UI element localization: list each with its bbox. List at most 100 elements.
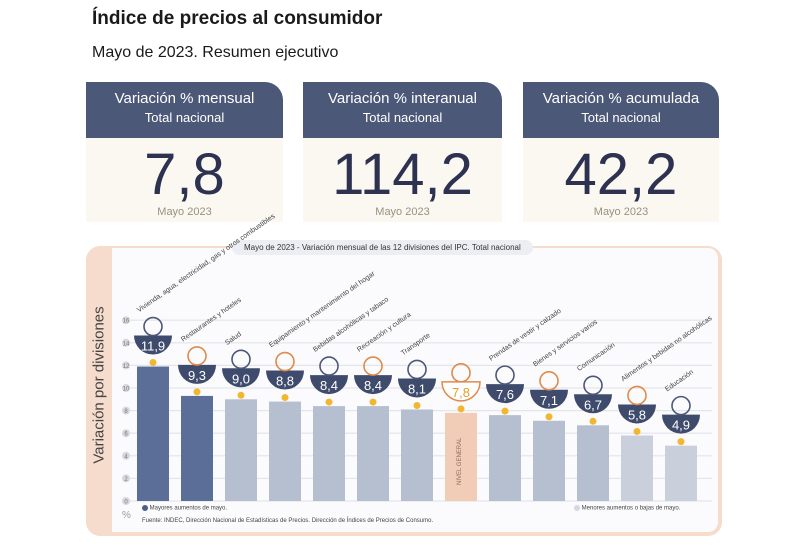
value-label: 9,3 [188,368,206,383]
value-label: 8,1 [408,381,426,396]
category-icon [187,346,207,366]
card-title: Variación % acumulada [542,90,700,107]
bar [445,412,477,501]
category-icon [627,385,647,406]
category-label: Transporte [400,332,432,357]
y-tick-label: 12 [123,364,130,370]
category-label: Vivienda, agua, electricidad, gas y otro… [136,213,277,314]
bowl-icon [530,389,568,409]
category-icon [583,375,603,396]
category-icon [495,365,515,385]
y-tick-marker [122,474,130,483]
category-icon [275,351,295,372]
bar-dot [281,394,289,402]
card-subtitle: Total nacional [581,110,661,125]
bowl-icon [266,370,304,390]
bar [621,435,653,501]
y-tick-label: 8 [124,409,128,415]
y-tick-marker [122,384,130,392]
card-value: 114,2 [332,142,473,207]
category-label: Alimentos y bebidas no alcohólicas [620,315,714,384]
card-date: Mayo 2023 [157,206,212,218]
category-label: Equipamiento y mantenimiento del hogar [268,270,377,349]
card-subtitle: Total nacional [362,110,443,125]
legend-swatch [574,505,580,511]
value-label: 7,1 [540,393,558,408]
bar [577,425,609,501]
legend-swatch [142,505,148,511]
bowl-icon [354,375,392,395]
value-label: 11,9 [141,339,165,354]
y-tick-marker [122,338,130,347]
bowl-icon [662,414,700,434]
legend-label: Mayores aumentos de mayo. [149,505,228,512]
bar [489,415,521,501]
y-tick-label: 14 [123,341,130,347]
bar [401,409,433,501]
bar-dot [237,391,245,399]
category-icon [143,316,163,337]
value-label: 4,9 [672,418,690,433]
card-value: 42,2 [564,142,678,207]
legend-high: Mayores aumentos de mayo. [142,505,227,512]
bar-dot [501,407,509,415]
bar-dot [369,398,377,406]
category-icon [231,349,251,370]
y-tick-label: 2 [124,477,128,483]
page-subtitle: Mayo de 2023. Resumen ejecutivo [92,44,339,61]
value-label: 8,8 [276,374,294,389]
value-label: 9,0 [232,371,250,386]
bar [665,445,697,501]
bar-dot [457,405,465,413]
card-accumulated: Variación % acumulada Total nacional 42,2… [523,82,719,222]
bar [313,406,345,501]
y-tick-label: 0 [124,500,128,506]
value-label: 6,7 [584,397,602,412]
category-icon [363,356,383,376]
bar [225,399,257,501]
value-label: 7,8 [452,385,470,400]
card-monthly: Variación % mensual Total nacional 7,8 May… [86,82,283,222]
y-tick-label: 16 [123,319,130,325]
category-label: Comunicación [576,342,616,373]
category-icon [319,356,339,376]
bar [137,366,169,501]
y-tick-label: 6 [124,432,128,438]
bar-dot [677,438,685,446]
card-title: Variación % mensual [114,90,255,107]
bar [181,395,213,501]
bar-dot [149,359,157,367]
bar [533,420,565,501]
legend-low: Menores aumentos o bajas de mayo. [574,505,680,512]
card-date: Mayo 2023 [375,206,430,218]
y-unit: % [122,510,131,521]
category-icon [671,395,691,416]
card-subtitle: Total nacional [144,110,225,125]
bowl-icon [618,404,656,424]
category-icon [539,370,559,391]
y-tick-label: 4 [124,454,128,460]
category-icon [451,363,471,383]
bar [357,406,389,501]
bar-dot [633,427,641,435]
category-label: Salud [224,331,243,347]
bowl-icon [574,394,612,414]
bar-dot [325,398,333,406]
y-tick-marker [122,451,130,460]
bowl-icon [398,378,436,398]
bar-dot [193,388,201,396]
category-label: Educación [664,369,695,394]
bar-dot [545,413,553,421]
category-icon [407,359,427,380]
bowl-icon [178,364,216,384]
y-tick-marker [122,361,130,370]
y-tick-marker [122,316,130,325]
bowl-icon [310,375,348,395]
card-date: Mayo 2023 [593,206,649,218]
source-note: Fuente: INDEC, Dirección Nacional de Est… [142,518,434,524]
card-value: 7,8 [144,142,225,207]
y-tick-marker [122,429,130,438]
legend-label: Menores aumentos o bajas de mayo. [581,505,681,512]
page-title: Índice de precios al consumidor [92,8,383,29]
